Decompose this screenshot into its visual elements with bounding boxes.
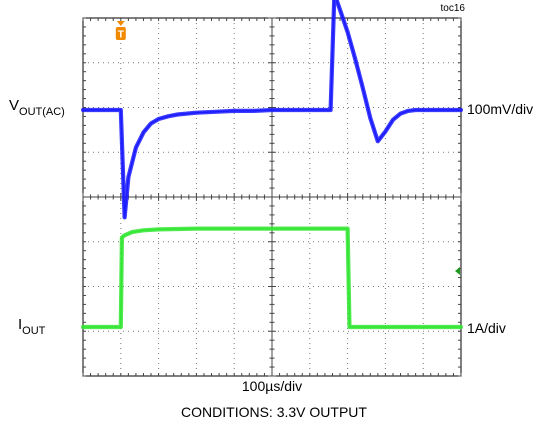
trigger-badge [115,27,126,40]
iout-trace [83,227,461,328]
x-axis-label: 100µs/div [241,378,303,394]
figure-id: toc16 [440,3,465,14]
channel-1-scale: 100mV/div [467,101,534,117]
channel-1-label-subscript: OUT(AC) [19,106,65,118]
channel-2-label: IOUT [18,316,45,337]
vout-ac-trace [83,0,461,219]
conditions-caption: CONDITIONS: 3.3V OUTPUT [181,404,367,420]
graticule [82,17,462,377]
channel-1-label-main: V [9,97,20,114]
channel-2-offset-marker-icon [455,267,460,275]
trigger-arrow-icon [116,21,125,26]
channel-2-label-main: I [18,316,23,333]
channel-1-label: VOUT(AC) [9,97,65,118]
channel-2-label-subscript: OUT [22,325,46,337]
channel-2-scale: 1A/div [467,320,506,336]
trigger-label: T [118,30,124,41]
traces [80,0,464,330]
markers: T [115,21,460,275]
